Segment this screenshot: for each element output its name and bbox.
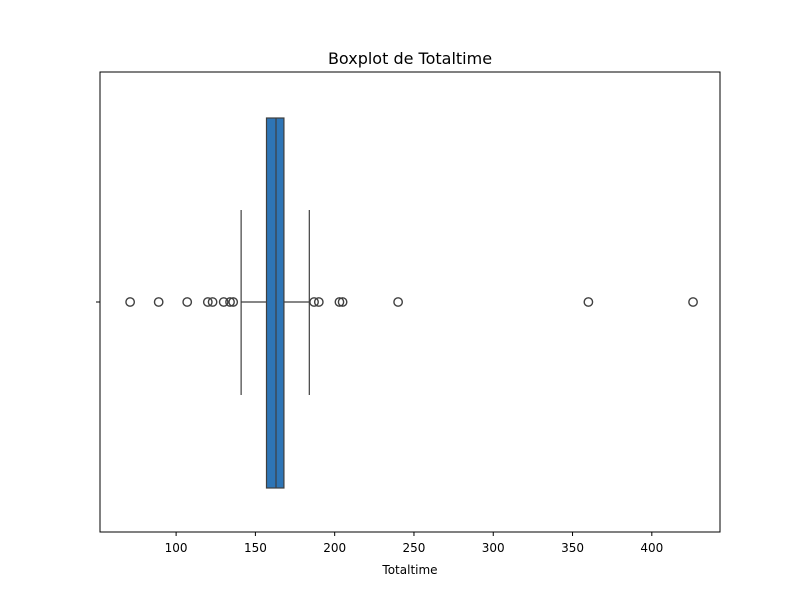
outlier-point [334,297,345,307]
x-axis-ticks: 100 150 200 250 300 350 400 [165,532,663,555]
plot-area: 100 150 200 250 300 350 400 [96,71,721,555]
outlier-point [309,297,319,307]
x-tick-label: 100 [165,541,188,555]
x-tick-label: 400 [640,541,663,555]
outlier-point [688,297,698,307]
outlier-point [337,297,348,307]
outlier-point [207,297,218,307]
outlier-point [313,297,324,307]
x-tick-label: 350 [561,541,584,555]
outlier-point [202,297,213,307]
outlier-point [218,297,229,307]
outlier-point [225,297,235,307]
outlier-point [583,297,594,307]
x-tick-label: 250 [403,541,426,555]
chart-title: Boxplot de Totaltime [328,49,492,68]
box-iqr [265,117,285,489]
box-group [240,117,310,489]
outlier-point [125,297,136,307]
outlier-point [182,297,193,307]
x-tick-label: 300 [482,541,505,555]
outlier-point [393,297,404,307]
x-tick-label: 200 [323,541,346,555]
outlier-group [125,297,698,307]
x-axis-label: Totaltime [381,563,437,577]
x-tick-label: 150 [244,541,267,555]
outlier-point [153,297,164,307]
outlier-point [228,297,239,307]
